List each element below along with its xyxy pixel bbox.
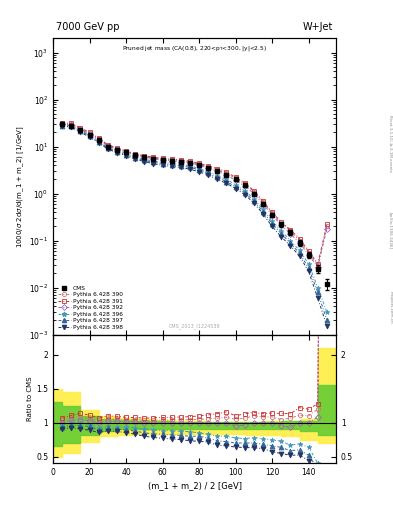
Text: CMS_2013_I1224539: CMS_2013_I1224539 — [169, 323, 220, 329]
Y-axis label: Ratio to CMS: Ratio to CMS — [27, 377, 33, 421]
X-axis label: (m_1 + m_2) / 2 [GeV]: (m_1 + m_2) / 2 [GeV] — [147, 481, 242, 490]
Legend: CMS, Pythia 6.428 390, Pythia 6.428 391, Pythia 6.428 392, Pythia 6.428 396, Pyt: CMS, Pythia 6.428 390, Pythia 6.428 391,… — [56, 284, 125, 332]
Text: mcplots.cern.ch: mcplots.cern.ch — [388, 291, 392, 324]
Text: Pruned jet mass (CA(0.8), 220<p$_\mathsf{T}$<300, |y|<2.5): Pruned jet mass (CA(0.8), 220<p$_\mathsf… — [122, 45, 267, 53]
Text: W+Jet: W+Jet — [303, 23, 333, 32]
Y-axis label: 1000/$\sigma$ 2d$\sigma$/d(m_1 + m_2) [1/GeV]: 1000/$\sigma$ 2d$\sigma$/d(m_1 + m_2) [1… — [16, 125, 26, 248]
Text: 7000 GeV pp: 7000 GeV pp — [56, 23, 119, 32]
Text: Rivet 3.1.10; ≥ 3.1M events: Rivet 3.1.10; ≥ 3.1M events — [388, 115, 392, 172]
Text: [arXiv:1306.3436]: [arXiv:1306.3436] — [388, 212, 392, 249]
